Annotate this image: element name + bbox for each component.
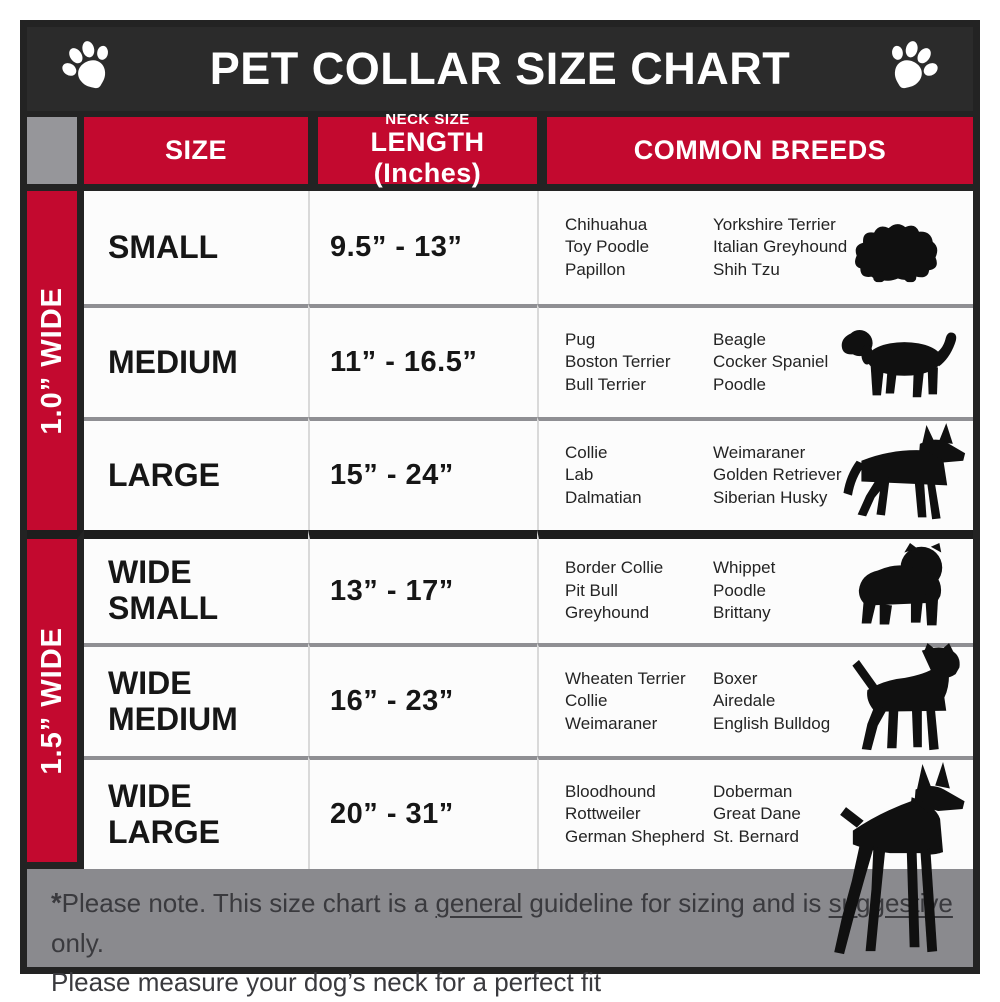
paw-print-icon bbox=[875, 34, 947, 105]
size-cell: WIDE LARGE bbox=[84, 756, 308, 869]
breed-list: Bloodhound Rottweiler German Shepherd bbox=[565, 781, 705, 846]
size-label: WIDE SMALL bbox=[108, 554, 219, 626]
breeds-cell: Bloodhound Rottweiler German Shepherd Do… bbox=[537, 756, 973, 955]
neck-size-cell: 9.5” - 13” bbox=[308, 191, 537, 304]
bulldog-silhouette-icon bbox=[851, 543, 951, 633]
shih-tzu-silhouette-icon bbox=[851, 218, 943, 284]
page-title: PET COLLAR SIZE CHART bbox=[209, 43, 791, 94]
neck-size-cell: 16” - 23” bbox=[308, 643, 537, 756]
size-label: WIDE LARGE bbox=[108, 777, 220, 850]
breeds-cell: Collie Lab Dalmatian Weimaraner Golden R… bbox=[537, 417, 973, 530]
size-chart-page: PET COLLAR SIZE CHART SIZE bbox=[20, 20, 980, 997]
breed-list: Boxer Airedale English Bulldog bbox=[713, 668, 831, 733]
neck-size-cell: 13” - 17” bbox=[308, 530, 537, 643]
breed-list: Doberman Great Dane St. Bernard bbox=[713, 781, 801, 846]
breeds-cell: Wheaten Terrier Collie Weimaraner Boxer … bbox=[537, 643, 973, 756]
doberman-silhouette-icon bbox=[821, 762, 969, 958]
pit-bull-silhouette-icon bbox=[843, 643, 965, 754]
size-label: MEDIUM bbox=[108, 343, 238, 380]
column-header-label: LENGTH (Inches) bbox=[370, 127, 485, 189]
breed-list: Collie Lab Dalmatian bbox=[565, 442, 642, 507]
neck-size-cell: 15” - 24” bbox=[308, 417, 537, 530]
column-header-sublabel: NECK SIZE bbox=[385, 110, 470, 128]
breeds-cell: Border Collie Pit Bull Greyhound Whippet… bbox=[537, 530, 973, 643]
paw-print-icon bbox=[53, 34, 125, 105]
header-cell-neck-size: NECK SIZE LENGTH (Inches) bbox=[308, 111, 537, 191]
neck-size-cell: 20” - 31” bbox=[308, 756, 537, 869]
size-cell: WIDE SMALL bbox=[84, 530, 308, 643]
footer-line-1: *Please note. This size chart is a gener… bbox=[51, 887, 953, 958]
title-bar: PET COLLAR SIZE CHART bbox=[27, 27, 973, 111]
breed-list: Border Collie Pit Bull Greyhound bbox=[565, 558, 664, 623]
footer-line-2: Please measure your dog’s neck for a per… bbox=[51, 966, 602, 997]
german-shepherd-silhouette-icon bbox=[835, 423, 967, 525]
header-cell-common-breeds: COMMON BREEDS bbox=[537, 117, 973, 191]
neck-size-value: 13” - 17” bbox=[330, 574, 454, 607]
breed-list: Chihuahua Toy Poodle Papillon bbox=[565, 214, 650, 279]
breed-list: Yorkshire Terrier Italian Greyhound Shih… bbox=[713, 214, 848, 279]
size-cell: LARGE bbox=[84, 417, 308, 530]
size-cell: WIDE MEDIUM bbox=[84, 643, 308, 756]
column-header-label: SIZE bbox=[164, 135, 227, 165]
size-label: LARGE bbox=[108, 456, 220, 493]
size-cell: SMALL bbox=[84, 191, 308, 304]
band-label: 1.0” WIDE bbox=[35, 286, 68, 435]
size-label: WIDE MEDIUM bbox=[108, 664, 238, 737]
band-label: 1.5” WIDE bbox=[35, 626, 68, 775]
neck-size-value: 20” - 31” bbox=[330, 798, 454, 830]
breeds-cell: Chihuahua Toy Poodle Papillon Yorkshire … bbox=[537, 191, 973, 304]
size-label: SMALL bbox=[108, 228, 219, 265]
breed-list: Wheaten Terrier Collie Weimaraner bbox=[565, 668, 686, 733]
breed-list: Weimaraner Golden Retriever Siberian Hus… bbox=[713, 442, 842, 507]
column-header-label: COMMON BREEDS bbox=[633, 135, 887, 165]
breed-list: Beagle Cocker Spaniel Poodle bbox=[713, 329, 829, 394]
beagle-silhouette-icon bbox=[839, 315, 965, 401]
neck-size-value: 16” - 23” bbox=[330, 685, 454, 717]
breed-list: Whippet Poodle Brittany bbox=[713, 558, 776, 623]
breed-list: Pug Boston Terrier Bull Terrier bbox=[565, 329, 671, 394]
breeds-cell: Pug Boston Terrier Bull Terrier Beagle C… bbox=[537, 304, 973, 417]
size-cell: MEDIUM bbox=[84, 304, 308, 417]
neck-size-cell: 11” - 16.5” bbox=[308, 304, 537, 417]
neck-size-value: 9.5” - 13” bbox=[330, 231, 463, 263]
corner-cell bbox=[27, 117, 84, 191]
width-band-1-inch: 1.0” WIDE bbox=[27, 191, 84, 530]
footer-note: *Please note. This size chart is a gener… bbox=[27, 869, 973, 997]
size-chart-table: SIZE NECK SIZE LENGTH (Inches) COMMON BR… bbox=[27, 111, 973, 997]
chart-frame: PET COLLAR SIZE CHART SIZE bbox=[20, 20, 980, 997]
neck-size-value: 15” - 24” bbox=[330, 459, 454, 491]
width-band-1-5-inch: 1.5” WIDE bbox=[27, 530, 84, 869]
neck-size-value: 11” - 16.5” bbox=[330, 346, 478, 378]
header-cell-size: SIZE bbox=[84, 117, 308, 191]
